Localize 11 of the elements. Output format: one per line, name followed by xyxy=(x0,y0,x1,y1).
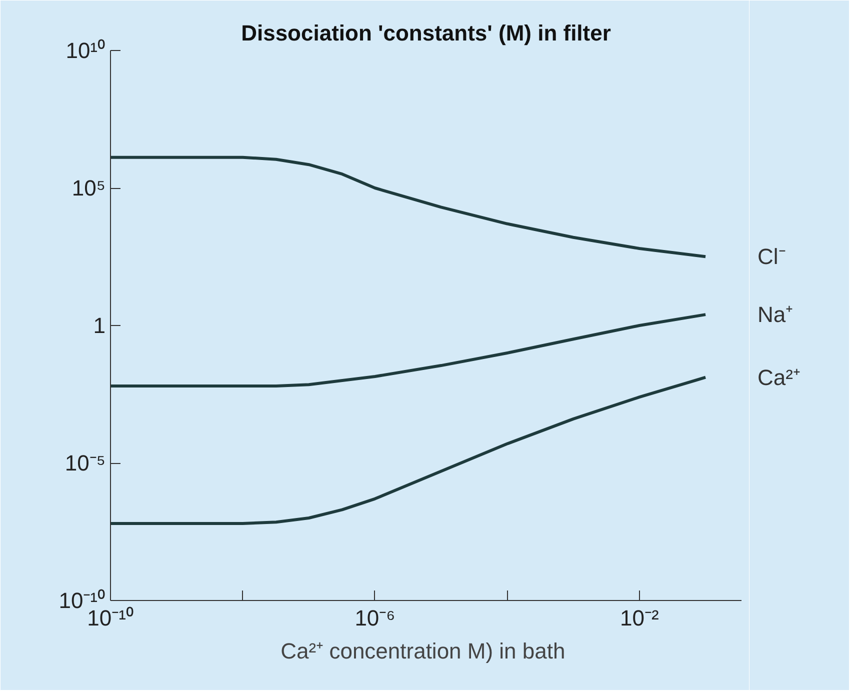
x-axis-title: Ca²⁺ concentration M) in bath xyxy=(280,638,566,664)
y-tick-label: 10¹⁰ xyxy=(66,38,106,63)
text: Ca²⁺ xyxy=(758,364,800,390)
y-tick-label: 10⁻⁵ xyxy=(64,450,106,476)
chart-title: Dissociation 'constants' (M) in filter xyxy=(241,20,612,46)
x-tick-label: 10⁻⁶ xyxy=(354,606,396,630)
text: Na⁺ xyxy=(758,302,793,328)
text: Cl⁻ xyxy=(758,244,786,270)
y-tick-label: 1 xyxy=(93,313,106,338)
x-tick-label: 10⁻² xyxy=(620,606,659,630)
y-tick-label: 10⁵ xyxy=(72,176,106,200)
